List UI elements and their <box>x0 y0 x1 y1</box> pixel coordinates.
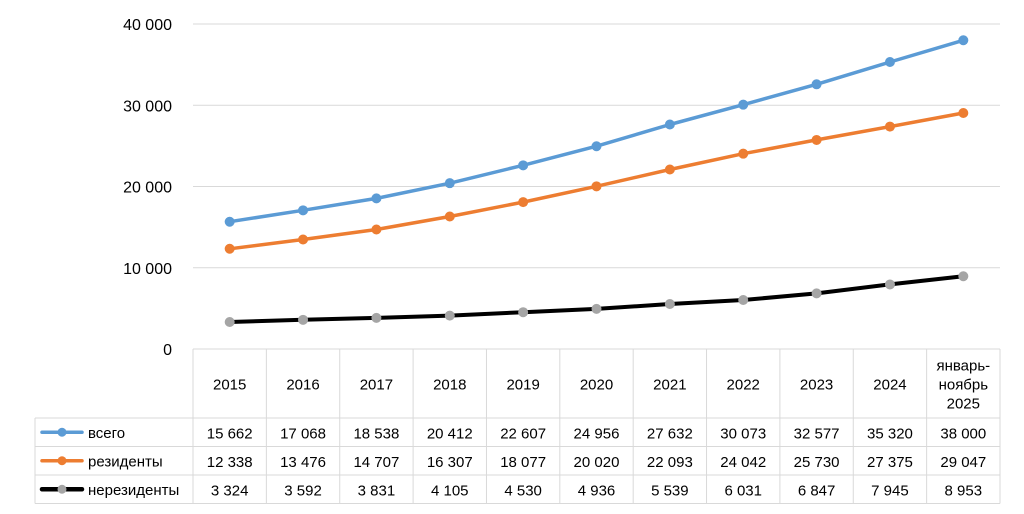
data-point <box>884 57 895 68</box>
legend-series-name: всего <box>88 425 125 442</box>
x-category-label: январь- <box>936 358 990 375</box>
data-point <box>958 271 969 282</box>
data-point <box>884 121 895 132</box>
data-table: 2015 2016 2017 2018 2019 2020 2021 2022 2023 2024… <box>34 348 1001 504</box>
data-table-value: 27 375 <box>867 454 913 471</box>
data-point <box>444 211 455 222</box>
data-table-value: 5 539 <box>651 482 689 499</box>
data-point <box>884 279 895 290</box>
data-table-value: 29 047 <box>940 454 986 471</box>
x-category-label: 2020 <box>580 377 613 394</box>
data-table-value: 14 707 <box>353 454 399 471</box>
data-point <box>811 288 822 299</box>
data-point <box>591 181 602 192</box>
data-table-value: 8 953 <box>945 482 983 499</box>
data-table-value: 3 592 <box>284 482 322 499</box>
data-table-value: 3 324 <box>211 482 249 499</box>
data-point <box>664 119 675 130</box>
data-point <box>224 243 235 254</box>
data-point <box>958 107 969 118</box>
x-category-label: 2024 <box>873 377 906 394</box>
data-table-value: 24 956 <box>574 425 620 442</box>
y-axis-tick-labels: 0 10 000 20 000 30 000 40 000 <box>123 17 172 359</box>
x-category-label: 2017 <box>360 377 393 394</box>
series-line <box>227 38 966 224</box>
data-point <box>738 99 749 110</box>
data-point <box>518 160 529 171</box>
legend-key-marker <box>57 427 67 437</box>
data-table-value: 24 042 <box>720 454 766 471</box>
data-table-value: 27 632 <box>647 425 693 442</box>
data-table-value: 20 412 <box>427 425 473 442</box>
x-category-label: 2018 <box>433 377 466 394</box>
data-point <box>371 193 382 204</box>
data-table-value: 6 031 <box>724 482 762 499</box>
data-point <box>591 303 602 314</box>
x-category-label: 2023 <box>800 377 833 394</box>
x-category-label: 2021 <box>653 377 686 394</box>
data-table-value: 32 577 <box>794 425 840 442</box>
data-point <box>371 224 382 235</box>
data-table-value: 18 077 <box>500 454 546 471</box>
series-line <box>227 111 966 251</box>
y-tick-label: 40 000 <box>123 17 172 34</box>
data-point <box>664 298 675 309</box>
data-table-value: 3 831 <box>358 482 396 499</box>
data-point <box>811 134 822 145</box>
y-tick-label: 20 000 <box>123 180 172 197</box>
data-table-value: 6 847 <box>798 482 836 499</box>
legend-key-marker <box>57 484 67 494</box>
data-point <box>224 216 235 227</box>
data-point <box>444 178 455 189</box>
x-category-label: 2022 <box>727 377 760 394</box>
data-point <box>224 316 235 327</box>
y-tick-label: 0 <box>163 342 172 359</box>
data-table-value: 22 607 <box>500 425 546 442</box>
y-tick-label: 10 000 <box>123 261 172 278</box>
data-point <box>518 307 529 318</box>
data-table-value: 15 662 <box>207 425 253 442</box>
data-point <box>591 141 602 152</box>
data-point <box>298 314 309 325</box>
data-point <box>444 310 455 321</box>
data-table-value: 25 730 <box>794 454 840 471</box>
data-table-value: 7 945 <box>871 482 909 499</box>
data-table-value: 18 538 <box>353 425 399 442</box>
legend-series-name: резиденты <box>88 453 163 470</box>
data-point <box>298 234 309 245</box>
legend-key-marker <box>57 456 67 466</box>
data-point <box>738 148 749 159</box>
data-table-value: 16 307 <box>427 454 473 471</box>
data-table-value: 13 476 <box>280 454 326 471</box>
data-point <box>664 164 675 175</box>
data-point <box>518 197 529 208</box>
x-category-label: 2015 <box>213 377 246 394</box>
data-point <box>298 205 309 216</box>
x-category-label: 2025 <box>947 396 980 413</box>
y-tick-label: 30 000 <box>123 98 172 115</box>
data-table-value: 22 093 <box>647 454 693 471</box>
data-table-value: 17 068 <box>280 425 326 442</box>
data-table-value: 4 105 <box>431 482 469 499</box>
data-table-value: 20 020 <box>574 454 620 471</box>
x-category-label: 2019 <box>506 377 539 394</box>
series-line <box>227 274 966 324</box>
data-table-value: 12 338 <box>207 454 253 471</box>
data-table-value: 4 936 <box>578 482 616 499</box>
data-point <box>811 79 822 90</box>
gridlines <box>193 23 1000 269</box>
data-table-value: 35 320 <box>867 425 913 442</box>
legend-series-name: нерезиденты <box>88 482 179 499</box>
data-point <box>738 294 749 305</box>
x-category-label: ноябрь <box>939 377 989 394</box>
x-category-label: 2016 <box>286 377 319 394</box>
data-table-value: 38 000 <box>940 425 986 442</box>
series-lines <box>224 35 969 327</box>
data-table-value: 30 073 <box>720 425 766 442</box>
data-point <box>371 312 382 323</box>
data-table-value: 4 530 <box>504 482 542 499</box>
data-point <box>958 35 969 46</box>
